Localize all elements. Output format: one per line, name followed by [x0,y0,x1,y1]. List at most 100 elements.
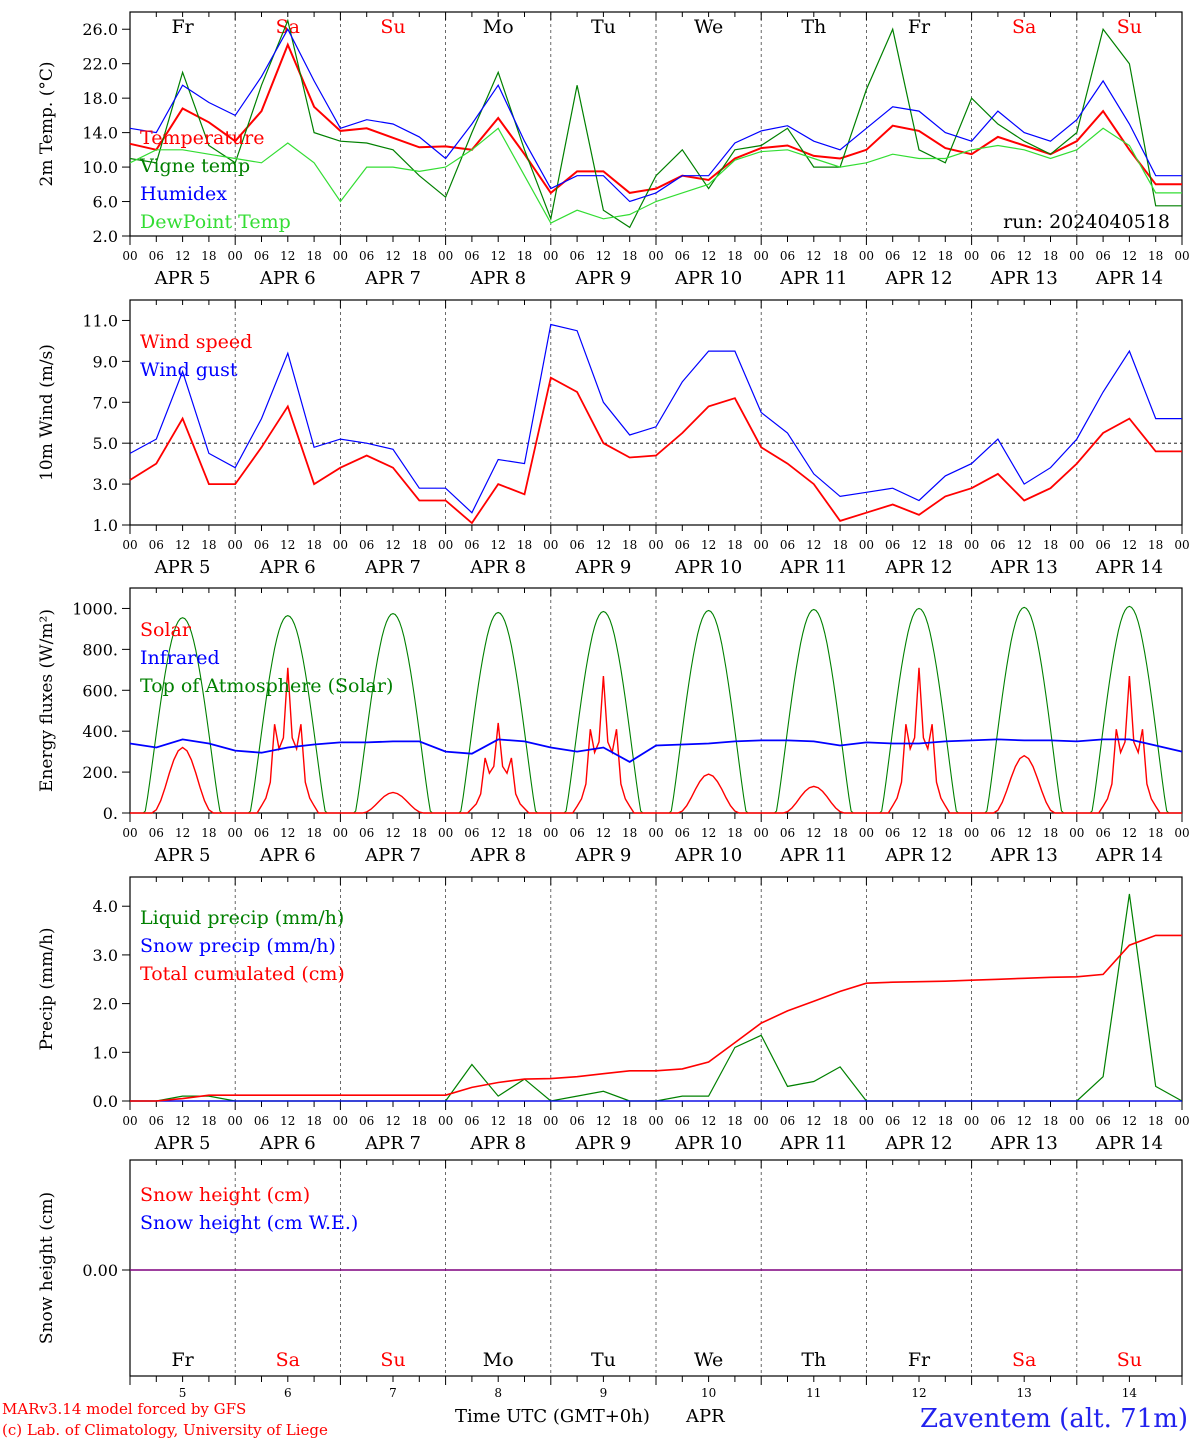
hour-tick-label: 12 [491,538,506,552]
hour-tick-label: 12 [596,1114,611,1128]
date-label: APR 8 [469,268,526,289]
y-axis-title: Energy fluxes (W/m²) [37,609,57,792]
hour-tick-label: 00 [648,826,663,840]
hour-tick-label: 18 [412,249,427,263]
hour-tick-label: 06 [149,538,164,552]
legend-entry: Wind gust [140,359,238,381]
hour-tick-label: 12 [806,826,821,840]
hour-tick-label: 12 [1122,249,1137,263]
hour-tick-label: 00 [964,1114,979,1128]
hour-tick-label: 12 [175,1114,190,1128]
hour-tick-label: 00 [122,538,137,552]
hour-tick-label: 06 [1095,826,1110,840]
date-label: APR 12 [884,1133,952,1154]
day-number: 13 [1017,1386,1032,1400]
hour-tick-label: 06 [359,538,374,552]
hour-tick-label: 18 [832,538,847,552]
day-name: Fr [908,1349,931,1371]
run-annotation: run: 2024040518 [1003,211,1170,233]
day-name: Fr [171,16,194,38]
hour-tick-label: 00 [648,1114,663,1128]
day-name: Sa [276,1349,300,1371]
date-label: APR 10 [674,845,742,866]
hour-tick-label: 06 [254,1114,269,1128]
legend-entry: Snow height (cm W.E.) [140,1212,358,1234]
day-number: 6 [284,1386,292,1400]
hour-tick-label: 12 [911,1114,926,1128]
day-number: 14 [1122,1386,1138,1400]
hour-tick-label: 12 [806,538,821,552]
legend-entry: Liquid precip (mm/h) [140,907,344,929]
legend-entry: Temperature [140,127,264,149]
hour-tick-label: 12 [911,826,926,840]
hour-tick-label: 12 [280,249,295,263]
hour-tick-label: 06 [675,826,690,840]
station-label: Zaventem (alt. 71m) [920,1404,1188,1434]
panel-frame [129,587,1183,814]
date-label: APR 11 [779,557,847,578]
y-tick-label: 800. [82,640,118,659]
date-label: APR 12 [884,845,952,866]
hour-tick-label: 00 [754,826,769,840]
date-label: APR 5 [154,845,211,866]
date-label: APR 11 [779,845,847,866]
panel-3: 0. 200. 400. 600. 800. 1000. Energy fluxes (W/… [37,587,1190,866]
day-name: Su [380,1349,405,1371]
hour-tick-label: 06 [149,249,164,263]
hour-tick-label: 12 [701,1114,716,1128]
hour-tick-label: 18 [201,826,216,840]
hour-tick-label: 18 [832,249,847,263]
hour-tick-label: 06 [569,1114,584,1128]
date-label: APR 5 [154,268,211,289]
y-tick-label: 6.0 [93,193,118,212]
day-name: We [694,1349,723,1371]
legend-entry: Top of Atmosphere (Solar) [140,675,393,697]
date-label: APR 9 [574,557,631,578]
y-tick-label: 0. [103,804,118,823]
hour-tick-label: 00 [333,1114,348,1128]
y-tick-label: 3.0 [93,946,118,965]
date-label: APR 7 [364,1133,421,1154]
day-number: 10 [701,1386,716,1400]
hour-tick-label: 18 [412,538,427,552]
date-label: APR 6 [259,845,316,866]
hour-tick-label: 06 [885,1114,900,1128]
hour-tick-label: 12 [1122,1114,1137,1128]
legend-entry: Vigne temp [139,155,250,177]
date-label: APR 9 [574,1133,631,1154]
hour-tick-label: 18 [938,1114,953,1128]
y-tick-label: 4.0 [93,897,118,916]
day-name: Sa [276,16,300,38]
hour-tick-label: 06 [1095,249,1110,263]
day-name: Sa [1012,16,1036,38]
legend-entry: Infrared [140,647,220,669]
hour-tick-label: 12 [596,249,611,263]
day-name: Mo [483,16,514,38]
wind-series-line [129,323,1182,514]
hour-tick-label: 12 [280,1114,295,1128]
hour-tick-label: 06 [990,826,1005,840]
day-number: 9 [600,1386,608,1400]
date-label: APR 8 [469,557,526,578]
legend-entry: Snow height (cm) [140,1184,310,1206]
hour-tick-label: 06 [254,249,269,263]
hour-tick-label: 12 [1017,538,1032,552]
hour-tick-label: 00 [543,538,558,552]
hour-tick-label: 18 [727,249,742,263]
day-number: 12 [911,1386,926,1400]
y-axis-title: Precip (mm/h) [37,927,57,1050]
hour-tick-label: 12 [280,538,295,552]
date-label: APR 6 [259,1133,316,1154]
hour-tick-label: 06 [675,249,690,263]
hour-tick-label: 06 [675,538,690,552]
hour-tick-label: 18 [412,826,427,840]
date-label: APR 14 [1095,557,1163,578]
wind-series-line [129,376,1182,525]
hour-tick-label: 18 [832,1114,847,1128]
panel-4: 0.0 1.0 2.0 3.0 4.0 Precip (mm/h) Liquid preci… [37,876,1190,1154]
legend-entry: Snow precip (mm/h) [140,935,336,957]
hour-tick-label: 12 [1017,249,1032,263]
hour-tick-label: 18 [517,249,532,263]
hour-tick-label: 00 [438,538,453,552]
hour-tick-label: 18 [938,249,953,263]
